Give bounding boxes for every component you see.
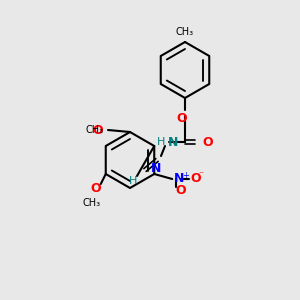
Text: CH₃: CH₃	[176, 27, 194, 37]
Text: N: N	[151, 162, 161, 175]
Text: O: O	[190, 172, 201, 184]
Text: O: O	[202, 136, 213, 148]
Text: O: O	[175, 184, 186, 196]
Text: +: +	[182, 172, 189, 181]
Text: CH₃: CH₃	[86, 125, 104, 135]
Text: N: N	[168, 136, 178, 148]
Text: H: H	[129, 176, 137, 186]
Text: CH₃: CH₃	[83, 198, 101, 208]
Text: H: H	[157, 137, 165, 147]
Text: ⁻: ⁻	[198, 170, 203, 180]
Text: O: O	[90, 182, 101, 194]
Text: O: O	[93, 124, 103, 136]
Text: O: O	[177, 112, 187, 125]
Text: N: N	[174, 172, 184, 185]
